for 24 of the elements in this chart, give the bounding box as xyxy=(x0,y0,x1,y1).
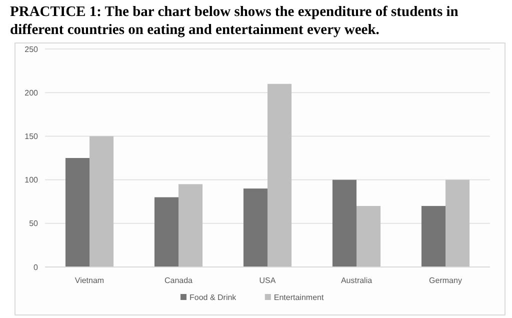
x-tick-label: Australia xyxy=(340,276,373,285)
bar xyxy=(421,206,446,267)
y-tick-label: 250 xyxy=(24,44,39,54)
y-tick-label: 0 xyxy=(34,262,39,272)
chart-title: PRACTICE 1: The bar chart below shows the expenditure of students in different countries on eating and entertainment every week. xyxy=(10,4,458,38)
y-tick-label: 150 xyxy=(24,132,39,141)
y-tick-label: 200 xyxy=(24,88,39,98)
bar xyxy=(446,180,470,267)
bar xyxy=(332,180,356,267)
x-tick-label: Germany xyxy=(429,276,462,285)
bar xyxy=(90,136,114,267)
bar xyxy=(65,158,90,267)
bar xyxy=(356,206,381,267)
legend-label: Food & Drink xyxy=(190,293,238,302)
x-tick-label: Vietnam xyxy=(74,276,104,285)
bar xyxy=(243,188,268,267)
x-tick-label: USA xyxy=(259,276,276,285)
y-tick-label: 50 xyxy=(29,219,39,228)
x-tick-label: Canada xyxy=(164,276,194,285)
bar xyxy=(178,184,203,267)
y-tick-label: 100 xyxy=(24,176,39,185)
bar xyxy=(154,197,178,267)
bar xyxy=(268,84,292,267)
legend-label: Entertainment xyxy=(274,293,324,302)
